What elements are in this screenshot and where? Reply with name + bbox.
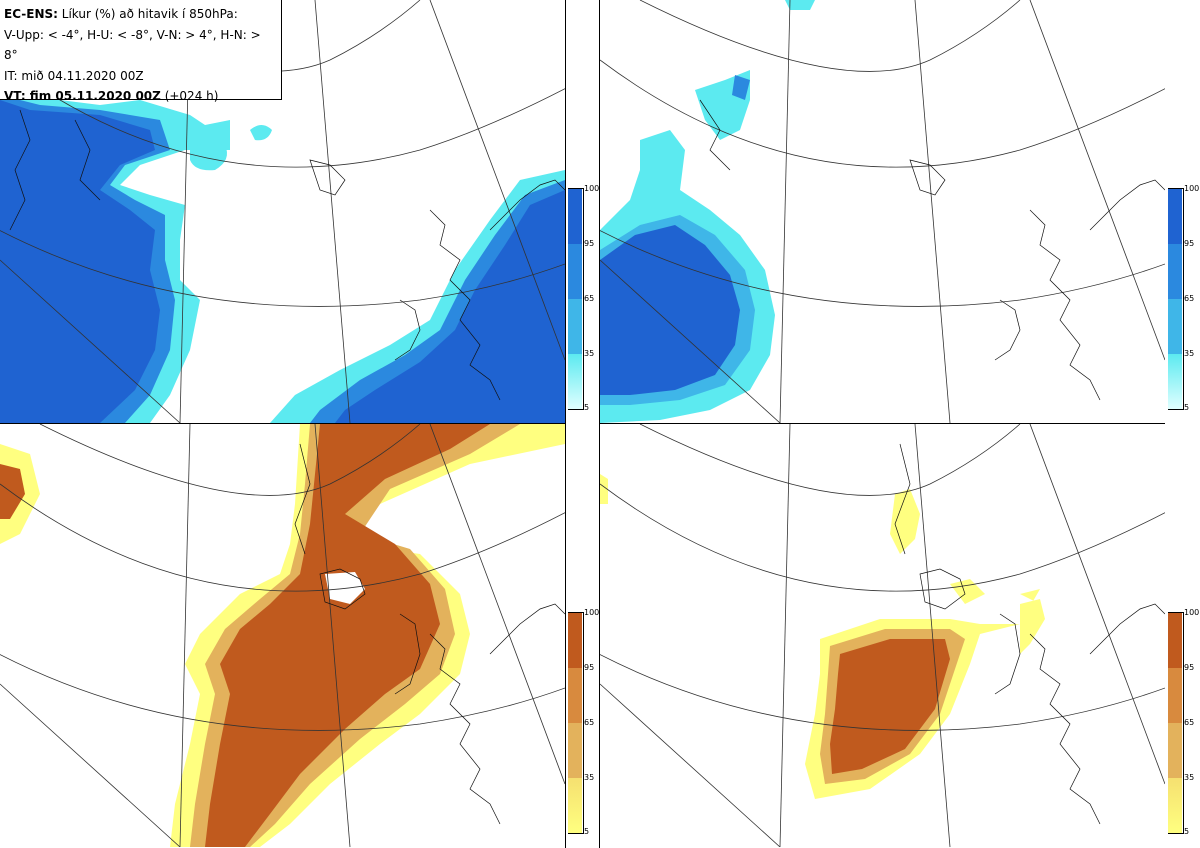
legend-tick: 100 bbox=[584, 184, 600, 193]
legend-tick: 95 bbox=[584, 663, 595, 672]
title-line-3: IT: mið 04.11.2020 00Z bbox=[4, 68, 144, 83]
graticule bbox=[600, 424, 1165, 847]
legend-tick: 35 bbox=[584, 773, 595, 782]
legend-tick: 65 bbox=[1184, 294, 1195, 303]
title-line-1: EC-ENS: Líkur (%) að hitavik í 850hPa: bbox=[4, 7, 238, 21]
legend-cold-right: 100 95 65 35 5 bbox=[1168, 184, 1200, 412]
map-panel-cold-minus8 bbox=[600, 0, 1165, 423]
legend-tick: 35 bbox=[1184, 349, 1195, 358]
coastlines bbox=[9, 109, 565, 401]
map-panel-cold-minus4 bbox=[0, 0, 565, 423]
map-title-box: EC-ENS: Líkur (%) að hitavik í 850hPa: V… bbox=[0, 0, 282, 103]
legend-tick: 100 bbox=[584, 608, 600, 617]
probability-field-cold bbox=[600, 0, 815, 423]
map-panel-warm-plus8 bbox=[600, 424, 1165, 847]
legend-tick: 95 bbox=[1184, 239, 1195, 248]
legend-warm-right: 100 95 65 35 5 bbox=[1168, 608, 1200, 836]
probability-field-warm bbox=[600, 474, 1045, 799]
legend-tick: 95 bbox=[584, 239, 595, 248]
legend-cold-left: 100 95 65 35 5 bbox=[568, 184, 608, 412]
legend-tick: 5 bbox=[1184, 827, 1190, 836]
panel-divider-h-right bbox=[600, 423, 1165, 424]
legend-tick: 5 bbox=[1184, 403, 1190, 412]
probability-field-cold bbox=[0, 90, 565, 423]
coastlines bbox=[699, 99, 1165, 401]
legend-tick: 35 bbox=[584, 349, 595, 358]
legend-tick: 65 bbox=[584, 718, 595, 727]
legend-warm-left: 100 95 65 35 5 bbox=[568, 608, 608, 836]
legend-tick: 65 bbox=[1184, 718, 1195, 727]
map-panel-warm-plus4 bbox=[0, 424, 565, 847]
title-line-4: VT: fim 05.11.2020 00Z (+024 h) bbox=[4, 89, 219, 103]
legend-tick: 95 bbox=[1184, 663, 1195, 672]
legend-tick: 5 bbox=[584, 403, 590, 412]
legend-tick: 65 bbox=[584, 294, 595, 303]
legend-tick: 100 bbox=[1184, 608, 1200, 617]
panel-divider-v-1 bbox=[565, 0, 566, 848]
legend-tick: 5 bbox=[584, 827, 590, 836]
probability-field-warm bbox=[0, 424, 565, 847]
graticule bbox=[0, 424, 565, 847]
legend-tick: 35 bbox=[1184, 773, 1195, 782]
title-line-2: V-Upp: < -4°, H-U: < -8°, V-N: > 4°, H-N… bbox=[4, 27, 261, 63]
legend-tick: 100 bbox=[1184, 184, 1200, 193]
graticule bbox=[600, 0, 1165, 423]
panel-divider-v-2 bbox=[599, 0, 600, 848]
coastlines bbox=[894, 443, 1165, 825]
coastlines bbox=[294, 443, 565, 825]
panel-divider-h-left bbox=[0, 423, 565, 424]
